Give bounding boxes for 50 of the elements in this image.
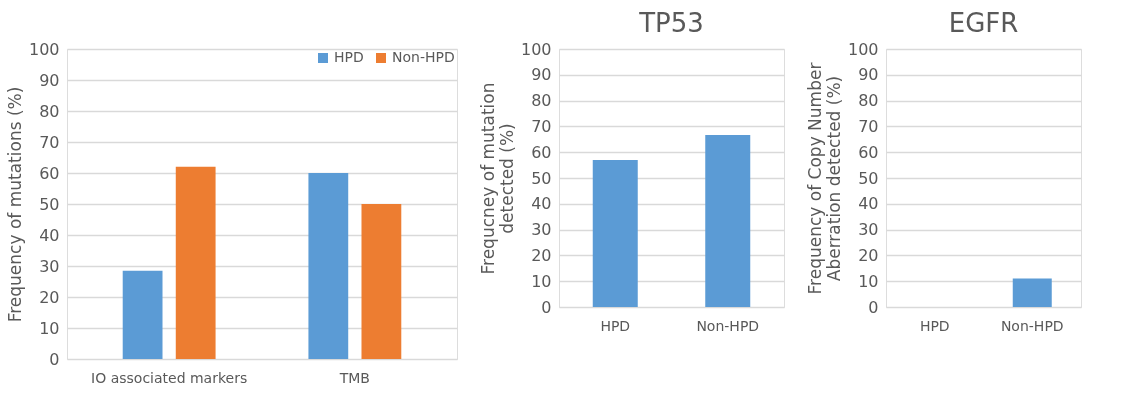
x-tick-label: HPD [919,317,950,334]
y-axis-title: Frequency of Copy Number Aberration detected (%) [804,62,844,295]
y-axis-title: Frequency of mutations (%) [4,86,25,323]
y-tick-label: 70 [531,116,552,136]
y-tick-label: 20 [858,245,879,265]
y-tick-label: 90 [858,65,879,85]
y-tick-label: 60 [858,142,879,162]
y-tick-label: 30 [858,220,879,240]
y-tick-label: 40 [858,194,879,214]
y-tick-label: 40 [531,194,552,214]
y-tick-label: 90 [39,70,60,90]
y-tick-label: 80 [39,101,60,121]
y-tick-label: 90 [531,65,552,85]
y-tick-label: 50 [39,194,60,214]
y-tick-label: 20 [39,287,60,307]
x-tick-label: Non-HPD [1000,317,1064,334]
chart-title: EGFR [948,8,1019,38]
bar [175,166,216,359]
y-tick-label: 0 [49,349,60,369]
y-tick-label: 20 [531,245,552,265]
x-tick-label: IO associated markers [91,369,248,386]
bar [361,204,402,359]
y-tick-label: 50 [858,168,879,188]
bar [308,173,349,359]
y-tick-label: 10 [531,271,552,291]
bar [122,270,163,359]
x-tick-label: TMB [338,369,370,386]
y-tick-label: 60 [531,142,552,162]
y-tick-label: 30 [531,220,552,240]
y-tick-label: 0 [541,297,552,317]
y-tick-label: 80 [531,91,552,111]
y-tick-label: 60 [39,163,60,183]
legend-label: HPD [334,49,364,65]
y-tick-label: 100 [847,39,879,59]
y-tick-label: 100 [28,39,60,59]
x-tick-label: Non-HPD [696,317,760,334]
y-tick-label: 70 [39,132,60,152]
y-tick-label: 10 [858,271,879,291]
y-tick-label: 50 [531,168,552,188]
chart-title: TP53 [638,8,704,38]
y-axis-title: Frequcney of mutation detected (%) [477,82,517,275]
y-tick-label: 0 [868,297,879,317]
y-tick-label: 10 [39,318,60,338]
y-tick-label: 80 [858,91,879,111]
y-tick-label: 40 [39,225,60,245]
legend-label: Non-HPD [392,49,455,65]
x-tick-label: HPD [600,317,631,334]
y-tick-label: 30 [39,256,60,276]
y-tick-label: 100 [520,39,552,59]
y-tick-label: 70 [858,116,879,136]
